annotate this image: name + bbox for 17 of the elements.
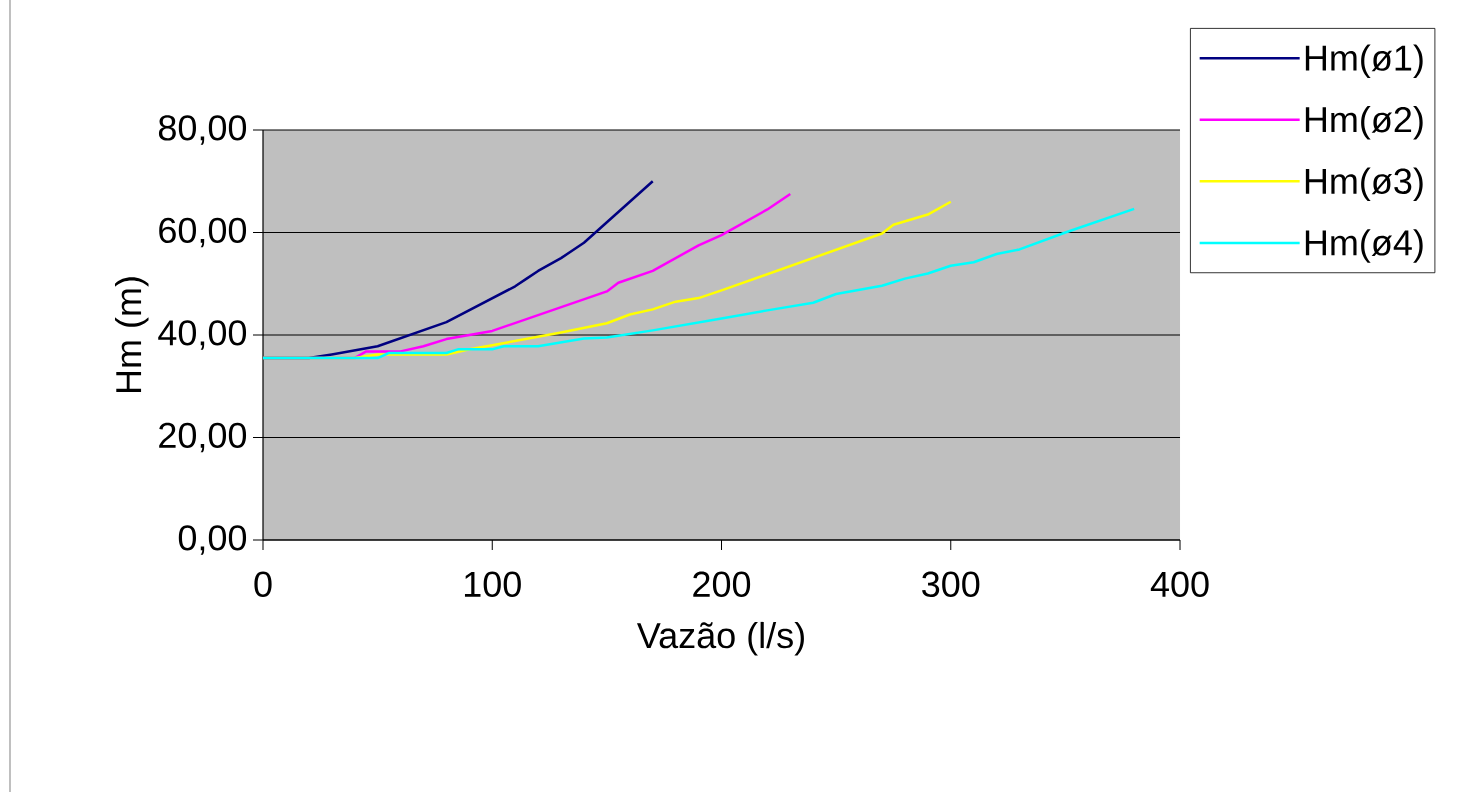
legend-label: Hm(ø2) <box>1305 105 1423 140</box>
x-tick-label: 100 <box>464 571 521 598</box>
y-tick-label: 80,00 <box>158 115 247 145</box>
line-series <box>261 207 1136 360</box>
x-axis-title: Vazão (l/s) <box>636 621 804 656</box>
x-tick-label: 0 <box>254 571 272 598</box>
legend-label: Hm(ø3) <box>1305 167 1423 202</box>
x-tick-label: 300 <box>922 571 980 598</box>
y-tick-label: 40,00 <box>158 320 247 350</box>
y-tick-label: 0,00 <box>178 525 247 555</box>
x-tick-label: 200 <box>693 571 751 598</box>
legend-label: Hm(ø1) <box>1305 44 1423 78</box>
y-tick-label: 20,00 <box>159 422 247 453</box>
x-tick-label: 400 <box>1150 571 1209 598</box>
legend-label: Hm(ø4) <box>1305 229 1423 263</box>
y-axis-title: Hm (m) <box>114 277 149 393</box>
y-tick-label: 60,00 <box>159 217 247 248</box>
